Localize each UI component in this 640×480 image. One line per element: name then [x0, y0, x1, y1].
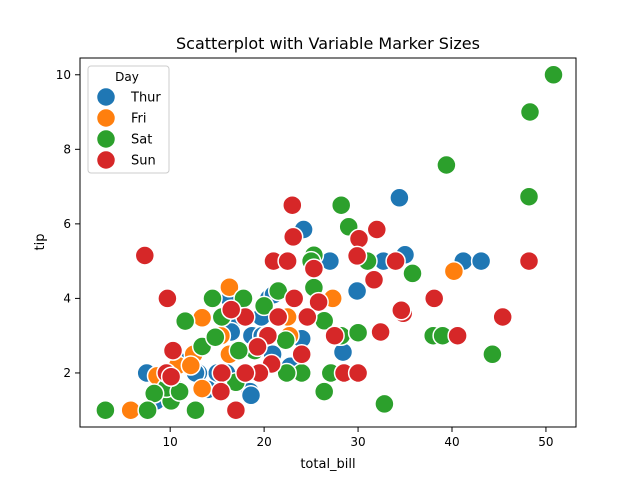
point-sat [313, 381, 335, 402]
point-sun [162, 340, 184, 361]
legend-title: Day [115, 70, 139, 84]
y-tick-label: 10 [56, 68, 71, 82]
point-sun [247, 336, 268, 358]
point-sun [347, 362, 369, 384]
legend-marker-fri [95, 107, 117, 129]
point-sun [363, 269, 385, 291]
plot-frame [79, 57, 577, 428]
legend-marker-thur [95, 86, 117, 108]
point-fri [219, 276, 240, 298]
x-tick-label: 50 [538, 435, 553, 449]
point-sat [95, 399, 116, 421]
point-sun [211, 362, 233, 384]
point-sun [157, 288, 178, 309]
point-sun [225, 399, 247, 421]
point-sat [174, 310, 196, 332]
point-sun [283, 288, 305, 309]
point-fri [443, 260, 465, 282]
point-sat [402, 263, 423, 284]
point-sat [205, 326, 226, 348]
point-sat [275, 329, 296, 351]
point-fri [191, 307, 213, 329]
point-fri [191, 378, 213, 399]
legend-marker-sat [95, 128, 117, 150]
x-axis: 10 20 30 40 50 [163, 427, 554, 449]
point-fri [120, 399, 141, 421]
legend-label-sun: Sun [131, 154, 156, 169]
legend-marker-sun [95, 149, 117, 171]
point-sun [370, 321, 391, 343]
point-sat [228, 340, 250, 361]
point-sun [423, 288, 445, 309]
point-thur [346, 280, 368, 302]
x-axis-label: total_bill [300, 457, 355, 472]
point-sun [303, 258, 325, 279]
point-sat [253, 295, 275, 317]
points-layer [95, 64, 564, 421]
point-sun [348, 228, 370, 250]
y-axis: 2 4 6 8 10 [56, 68, 80, 380]
point-sun [134, 245, 156, 266]
y-tick-label: 6 [63, 217, 71, 231]
point-sat [519, 101, 541, 123]
y-axis-label: tip [33, 234, 48, 251]
point-sat [276, 362, 297, 384]
point-sun [267, 306, 289, 328]
point-sun [447, 325, 468, 346]
point-sun [277, 250, 298, 272]
legend-label-thur: Thur [130, 91, 161, 106]
point-sun [346, 245, 368, 267]
point-sun [291, 344, 312, 365]
point-sat [482, 344, 503, 365]
point-thur [240, 385, 262, 406]
point-fri [180, 355, 202, 376]
point-thur [389, 187, 410, 209]
x-tick-label: 40 [444, 435, 459, 449]
legend-label-sat: Sat [131, 133, 152, 148]
point-sat [436, 154, 457, 176]
point-sun [385, 250, 406, 272]
y-tick-label: 2 [63, 366, 71, 380]
point-sun [160, 366, 182, 387]
point-sun [235, 362, 256, 384]
point-sat [185, 399, 206, 421]
legend-items: Thur Fri Sat Sun [95, 86, 161, 171]
legend-label-fri: Fri [131, 112, 147, 127]
point-sun [518, 250, 540, 272]
chart-title: Scatterplot with Variable Marker Sizes [176, 34, 480, 53]
point-sun [391, 300, 412, 321]
point-sat [543, 64, 564, 86]
x-tick-label: 10 [163, 435, 178, 449]
point-sat [518, 186, 540, 207]
x-tick-label: 20 [256, 435, 271, 449]
point-sat [202, 288, 223, 309]
point-sun [324, 325, 345, 346]
point-sat [137, 399, 158, 421]
point-sun [282, 194, 303, 216]
legend: Day Thur Fri Sat Sun [87, 65, 170, 174]
point-sun [297, 306, 318, 328]
point-thur [470, 250, 492, 272]
x-tick-label: 30 [350, 435, 365, 449]
point-sat [347, 322, 369, 343]
point-sun [282, 226, 304, 248]
y-tick-label: 4 [63, 291, 71, 305]
point-sun [308, 291, 329, 313]
point-sun [220, 299, 242, 320]
point-sat [330, 194, 352, 216]
point-sun [492, 306, 513, 328]
point-sat [374, 393, 395, 415]
point-sun [210, 381, 232, 402]
y-tick-label: 8 [63, 142, 71, 156]
point-sun [366, 219, 388, 240]
